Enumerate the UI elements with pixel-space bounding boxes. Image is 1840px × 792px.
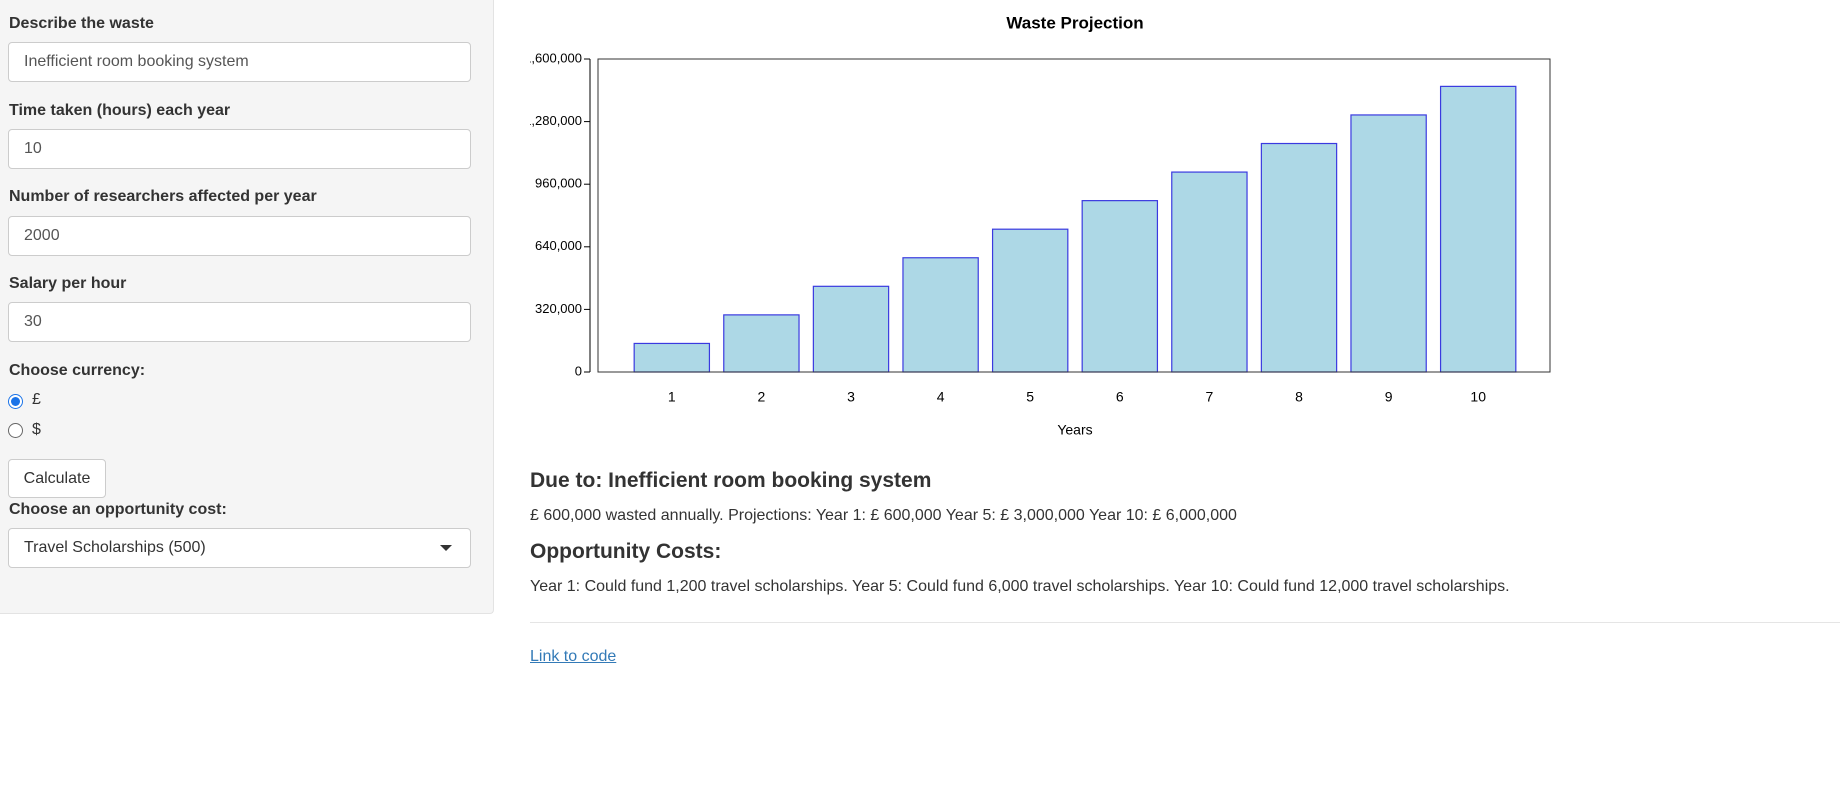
- y-tick-label: 0: [575, 363, 582, 378]
- opportunity-text: Year 1: Could fund 1,200 travel scholars…: [530, 578, 1510, 595]
- result-summary: £ 600,000 wasted annually. Projections: …: [530, 507, 1237, 524]
- chart: Waste Projection Years 0320,000640,00096…: [530, 13, 1551, 438]
- y-tick-label: 1,280,000: [530, 113, 582, 128]
- y-tick-label: 1,600,000: [530, 50, 582, 65]
- plot-box: [597, 58, 1551, 373]
- chart-title: Waste Projection: [1006, 13, 1143, 32]
- x-tick-label: 6: [1116, 389, 1124, 405]
- bar: [812, 285, 890, 373]
- bar: [1350, 114, 1427, 373]
- x-tick-label: 1: [668, 389, 676, 405]
- radio-button[interactable]: [8, 423, 23, 438]
- x-tick-label: 5: [1026, 389, 1034, 405]
- radio-label[interactable]: $: [32, 421, 41, 438]
- x-tick-label: 3: [847, 389, 855, 405]
- field-label: Number of researchers affected per year: [9, 188, 317, 205]
- opportunity-heading: Opportunity Costs:: [530, 540, 722, 563]
- field-label: Choose currency:: [9, 362, 146, 379]
- bar: [1081, 200, 1159, 373]
- bar: [991, 228, 1069, 373]
- sidebar: Describe the waste Inefficient room book…: [0, 0, 494, 614]
- calculate-button[interactable]: Calculate: [8, 459, 106, 498]
- field-label: Time taken (hours) each year: [9, 102, 231, 119]
- field-label: Salary per hour: [9, 275, 127, 292]
- field-label: Choose an opportunity cost:: [9, 501, 227, 518]
- x-axis-label: Years: [1057, 422, 1092, 438]
- bar: [902, 257, 979, 373]
- radio-label[interactable]: £: [32, 391, 41, 408]
- x-tick-label: 10: [1470, 389, 1486, 405]
- radio-button[interactable]: [8, 394, 23, 409]
- bar: [633, 342, 711, 373]
- y-tick-label: 960,000: [535, 176, 582, 191]
- bar: [1439, 85, 1517, 373]
- number-input[interactable]: 2000: [8, 216, 471, 256]
- select-input[interactable]: Travel Scholarships (500): [8, 528, 471, 568]
- code-link[interactable]: Link to code: [530, 648, 617, 665]
- bar: [1260, 142, 1338, 373]
- result-heading: Due to: Inefficient room booking system: [530, 469, 932, 492]
- bar: [1171, 171, 1248, 373]
- bar: [723, 314, 800, 373]
- x-tick-label: 8: [1295, 389, 1303, 405]
- y-tick-label: 320,000: [535, 301, 582, 316]
- x-tick-label: 4: [937, 389, 945, 405]
- x-tick-label: 9: [1385, 389, 1393, 405]
- field-label: Describe the waste: [9, 15, 154, 32]
- number-input[interactable]: 30: [8, 302, 471, 342]
- x-tick-label: 7: [1206, 389, 1214, 405]
- number-input[interactable]: 10: [8, 129, 471, 169]
- divider: [530, 622, 1840, 623]
- y-tick-label: 640,000: [535, 238, 582, 253]
- text-input[interactable]: Inefficient room booking system: [8, 42, 471, 82]
- x-tick-label: 2: [758, 389, 766, 405]
